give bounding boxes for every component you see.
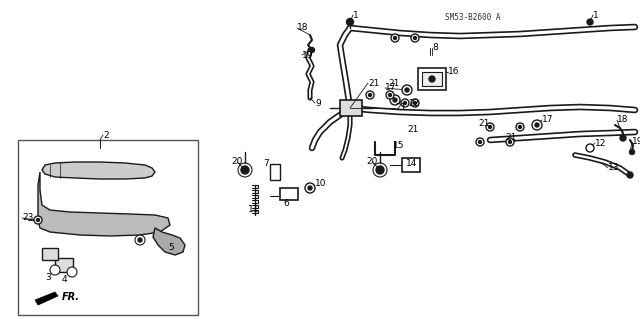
Circle shape — [413, 101, 417, 105]
Text: 15: 15 — [393, 140, 404, 150]
Bar — [42, 248, 58, 260]
Circle shape — [376, 166, 384, 174]
Bar — [55, 258, 73, 272]
Text: 19: 19 — [302, 50, 314, 60]
Circle shape — [587, 19, 593, 25]
Text: 9: 9 — [315, 99, 321, 108]
Text: 21: 21 — [368, 78, 380, 87]
Circle shape — [630, 150, 634, 154]
Text: 18: 18 — [297, 24, 308, 33]
Circle shape — [429, 76, 435, 82]
Circle shape — [241, 166, 249, 174]
Circle shape — [401, 99, 409, 107]
Circle shape — [535, 123, 539, 127]
Text: SM53-B2600 A: SM53-B2600 A — [445, 13, 500, 22]
Circle shape — [305, 183, 315, 193]
Polygon shape — [35, 292, 58, 305]
Circle shape — [486, 123, 494, 131]
Text: 21: 21 — [407, 125, 419, 135]
Polygon shape — [42, 162, 155, 179]
Circle shape — [488, 125, 492, 129]
Text: 19: 19 — [632, 137, 640, 146]
Circle shape — [391, 34, 399, 42]
Circle shape — [310, 48, 314, 53]
Text: 20: 20 — [231, 158, 243, 167]
Circle shape — [138, 238, 142, 242]
Circle shape — [479, 140, 481, 144]
Circle shape — [405, 88, 409, 92]
Circle shape — [393, 98, 397, 102]
Circle shape — [411, 34, 419, 42]
Circle shape — [620, 135, 626, 141]
Text: 21: 21 — [478, 118, 490, 128]
Circle shape — [136, 236, 144, 244]
Polygon shape — [153, 228, 185, 255]
Text: 10: 10 — [315, 179, 326, 188]
Text: 4: 4 — [62, 276, 68, 285]
Circle shape — [411, 99, 419, 107]
Circle shape — [68, 268, 76, 276]
Circle shape — [388, 93, 392, 97]
Bar — [340, 100, 362, 116]
Circle shape — [390, 95, 400, 105]
Text: 13: 13 — [608, 164, 620, 173]
Circle shape — [394, 36, 397, 40]
Text: 23: 23 — [22, 213, 33, 222]
Text: 6: 6 — [283, 198, 289, 207]
Circle shape — [51, 266, 59, 274]
Circle shape — [369, 93, 371, 97]
Circle shape — [346, 19, 353, 26]
Circle shape — [403, 101, 406, 105]
Circle shape — [308, 186, 312, 190]
Circle shape — [366, 91, 374, 99]
Text: 17: 17 — [385, 84, 397, 93]
Text: 5: 5 — [168, 243, 173, 253]
Text: 1: 1 — [593, 11, 599, 19]
Bar — [422, 72, 442, 86]
Circle shape — [518, 125, 522, 129]
Text: 21: 21 — [395, 103, 406, 113]
Polygon shape — [38, 172, 170, 236]
Circle shape — [386, 91, 394, 99]
Text: 2: 2 — [103, 130, 109, 139]
Text: 8: 8 — [432, 43, 438, 53]
Circle shape — [516, 123, 524, 131]
Bar — [270, 164, 280, 180]
Circle shape — [34, 216, 42, 224]
Text: 12: 12 — [595, 138, 606, 147]
Text: 14: 14 — [406, 159, 417, 167]
Text: FR.: FR. — [62, 292, 80, 302]
Text: 16: 16 — [448, 68, 460, 77]
Text: 17: 17 — [542, 115, 554, 124]
Text: 21: 21 — [505, 133, 516, 143]
Circle shape — [402, 85, 412, 95]
Bar — [402, 158, 420, 172]
Circle shape — [509, 140, 511, 144]
Circle shape — [627, 172, 633, 178]
Bar — [280, 188, 298, 200]
Text: 18: 18 — [617, 115, 628, 124]
Text: 21: 21 — [388, 78, 399, 87]
Circle shape — [476, 138, 484, 146]
Bar — [418, 68, 446, 90]
Circle shape — [413, 36, 417, 40]
Text: 20: 20 — [366, 158, 378, 167]
Circle shape — [532, 120, 542, 130]
Bar — [18, 140, 198, 315]
Circle shape — [506, 138, 514, 146]
Text: 22: 22 — [408, 100, 419, 108]
Text: 11: 11 — [248, 205, 259, 214]
Text: 3: 3 — [45, 273, 51, 283]
Text: 1: 1 — [353, 11, 359, 19]
Circle shape — [36, 219, 40, 221]
Circle shape — [586, 144, 594, 152]
Text: 7: 7 — [263, 160, 269, 168]
